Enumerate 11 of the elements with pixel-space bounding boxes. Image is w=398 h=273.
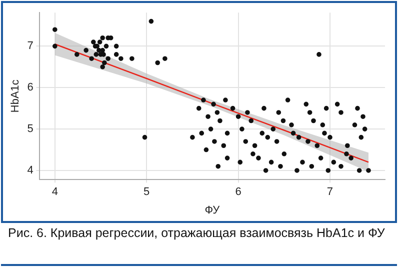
x-tick-label: 6 [235,186,242,198]
x-tick-label: 7 [326,186,334,198]
x-tick-label: 4 [52,186,58,198]
y-tick-label: 4 [27,164,34,177]
text: Рис. 6. Кривая регрессии, отражающая взаимосвязь HbA1c и ФУ [8,226,386,241]
y-tick-label: 6 [27,82,34,94]
y-tick-label: 5 [27,123,34,136]
x-axis-title: ФУ [204,204,221,216]
y-axis-title: HbA1c [10,79,22,113]
y-tick-label: 7 [27,40,34,52]
x-tick-label: 5 [144,186,150,198]
